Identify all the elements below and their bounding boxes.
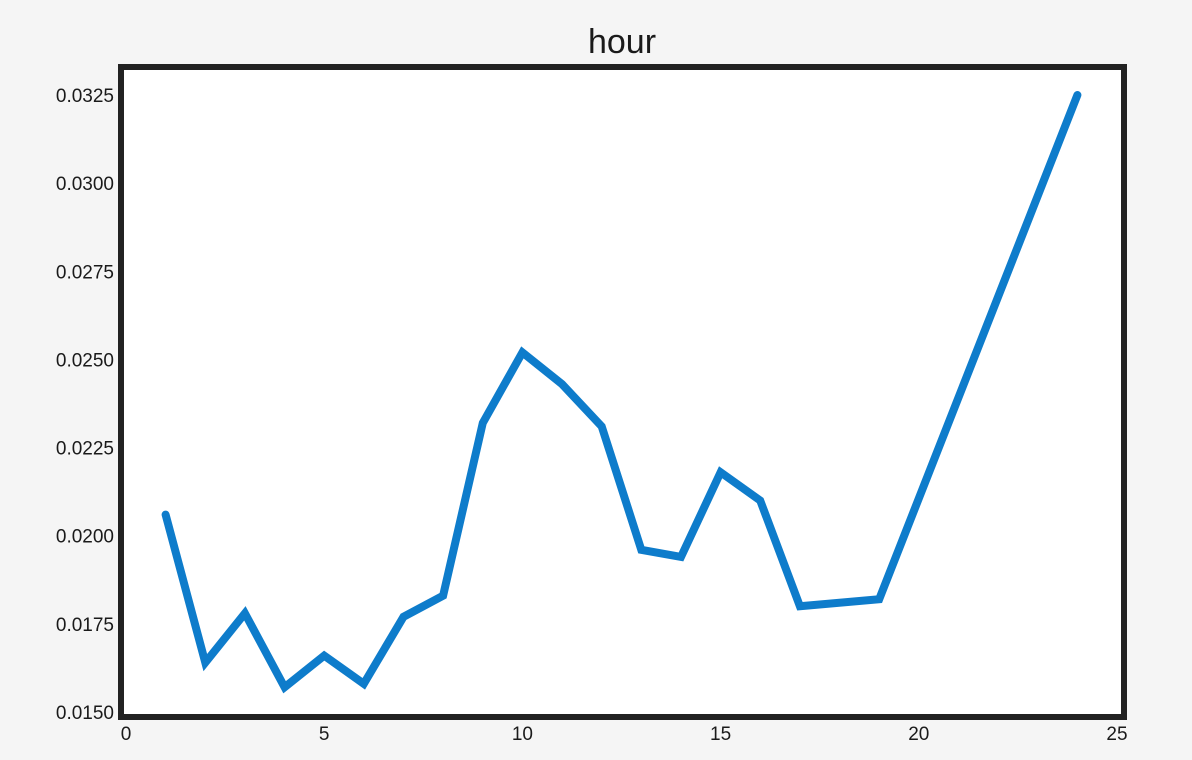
x-tick-label: 5 — [319, 724, 330, 745]
y-tick-label: 0.0225 — [56, 439, 114, 460]
chart-title: hour — [588, 23, 656, 61]
y-tick-label: 0.0325 — [56, 86, 114, 107]
y-tick-label: 0.0275 — [56, 262, 114, 283]
plot-area — [118, 64, 1127, 720]
x-axis: 0 5 10 15 20 25 — [121, 724, 1128, 745]
y-tick-label: 0.0300 — [56, 174, 114, 195]
y-tick-label: 0.0175 — [56, 615, 114, 636]
x-tick-label: 25 — [1106, 724, 1127, 745]
x-tick-label: 0 — [121, 724, 132, 745]
y-tick-label: 0.0150 — [56, 703, 114, 724]
y-tick-label: 0.0250 — [56, 350, 114, 371]
series-layer — [161, 91, 1082, 694]
y-axis: 0.0150 0.0175 0.0200 0.0225 0.0250 0.0275 0.03… — [56, 86, 114, 724]
x-tick-label: 10 — [512, 724, 533, 745]
y-tick-label: 0.0200 — [56, 527, 114, 548]
x-tick-label: 20 — [908, 724, 929, 745]
x-tick-label: 15 — [710, 724, 731, 745]
